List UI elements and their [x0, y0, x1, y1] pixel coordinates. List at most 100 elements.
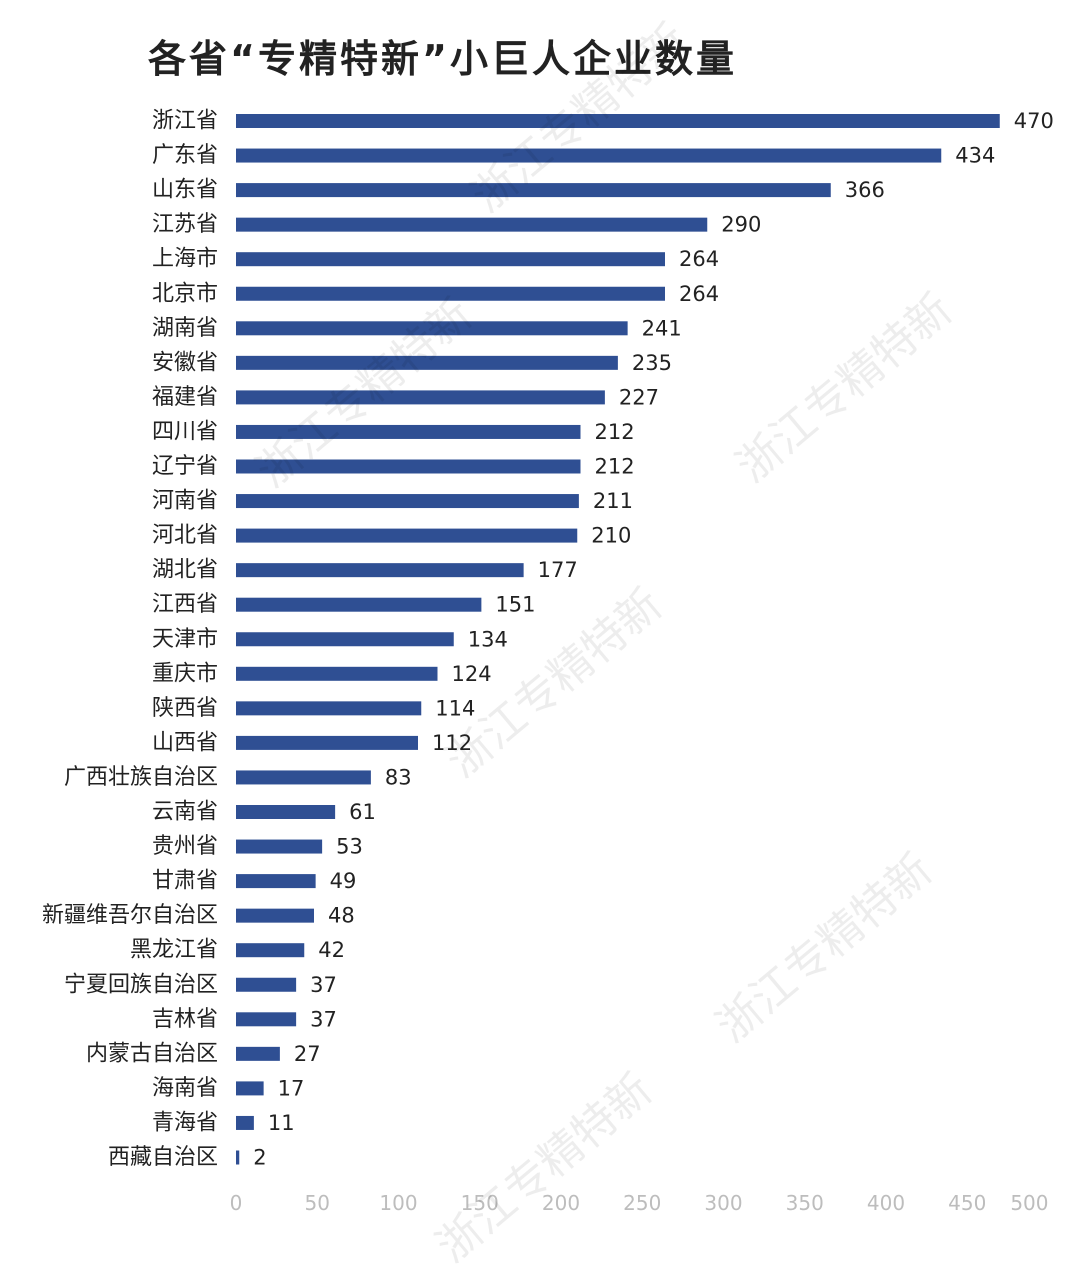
x-tick-label: 500 [1010, 1191, 1048, 1215]
bar-21 [236, 839, 323, 854]
value-label: 27 [294, 1042, 321, 1066]
bars-group [236, 114, 1000, 1165]
bar-6 [236, 321, 628, 336]
value-label: 211 [593, 489, 633, 513]
category-label: 陕西省 [152, 696, 218, 721]
x-tick-label: 50 [305, 1191, 330, 1215]
value-label: 37 [310, 1007, 337, 1031]
bar-11 [236, 494, 579, 509]
category-label: 福建省 [152, 385, 218, 410]
value-label: 290 [721, 213, 761, 237]
category-label: 宁夏回族自治区 [64, 972, 218, 997]
category-label: 海南省 [152, 1076, 218, 1101]
bar-27 [236, 1046, 280, 1061]
x-tick-label: 200 [542, 1191, 580, 1215]
x-tick-label: 0 [230, 1191, 243, 1215]
value-label: 134 [468, 627, 508, 651]
bar-0 [236, 114, 1000, 128]
bar-16 [236, 666, 438, 681]
category-labels-group: 浙江省广东省山东省江苏省上海市北京市湖南省安徽省福建省四川省辽宁省河南省河北省湖… [42, 109, 218, 1171]
value-label: 227 [619, 385, 659, 409]
category-label: 贵州省 [152, 834, 218, 859]
category-label: 山东省 [152, 178, 218, 203]
bar-chart: 浙江省广东省山东省江苏省上海市北京市湖南省安徽省福建省四川省辽宁省河南省河北省湖… [42, 109, 1054, 1216]
value-label: 37 [310, 973, 337, 997]
category-label: 黑龙江省 [130, 938, 218, 963]
bar-14 [236, 597, 482, 612]
value-label: 212 [595, 455, 635, 479]
bar-5 [236, 286, 665, 301]
category-label: 天津市 [152, 627, 218, 652]
value-label: 61 [349, 800, 376, 824]
category-label: 山西省 [152, 730, 218, 755]
bar-3 [236, 217, 708, 232]
value-label: 2 [253, 1146, 266, 1170]
category-label: 江苏省 [152, 212, 218, 237]
category-label: 重庆市 [152, 661, 218, 686]
value-label: 434 [955, 144, 995, 168]
category-label: 内蒙古自治区 [86, 1041, 218, 1066]
category-label: 江西省 [152, 592, 218, 617]
value-label: 49 [330, 869, 357, 893]
bar-13 [236, 563, 524, 578]
category-label: 河南省 [152, 489, 218, 514]
bar-25 [236, 977, 297, 992]
category-label: 广东省 [152, 143, 218, 168]
category-label: 湖南省 [152, 316, 218, 341]
bar-12 [236, 528, 578, 543]
value-label: 235 [632, 351, 672, 375]
category-label: 新疆维吾尔自治区 [42, 903, 218, 928]
category-label: 浙江省 [152, 109, 218, 134]
value-label: 177 [538, 558, 578, 582]
value-label: 470 [1014, 109, 1054, 133]
bar-30 [236, 1150, 240, 1165]
value-label: 112 [432, 731, 472, 755]
category-label: 云南省 [152, 800, 218, 825]
chart-title: 各省“专精特新”小巨人企业数量 [148, 37, 737, 81]
bar-4 [236, 252, 665, 267]
bar-24 [236, 943, 305, 958]
value-label: 83 [385, 765, 412, 789]
value-label: 264 [679, 282, 719, 306]
x-tick-label: 250 [623, 1191, 661, 1215]
category-label: 辽宁省 [152, 454, 218, 479]
value-label: 124 [452, 662, 492, 686]
category-label: 吉林省 [152, 1007, 218, 1032]
category-label: 北京市 [152, 281, 218, 306]
bar-23 [236, 908, 314, 923]
value-label: 42 [318, 938, 345, 962]
bar-9 [236, 424, 581, 439]
value-label: 264 [679, 247, 719, 271]
value-labels-group: 4704343662902642642412352272122122112101… [253, 109, 1054, 1170]
value-label: 48 [328, 904, 355, 928]
bar-10 [236, 459, 581, 474]
bar-7 [236, 355, 618, 370]
category-label: 湖北省 [152, 558, 218, 583]
bar-1 [236, 148, 942, 163]
category-label: 四川省 [152, 419, 218, 444]
x-tick-label: 350 [786, 1191, 824, 1215]
x-tick-label: 300 [704, 1191, 742, 1215]
category-label: 甘肃省 [152, 869, 218, 894]
bar-8 [236, 390, 605, 405]
value-label: 11 [268, 1111, 295, 1135]
category-label: 青海省 [152, 1110, 218, 1135]
bar-17 [236, 701, 422, 716]
x-tick-label: 100 [379, 1191, 417, 1215]
value-label: 17 [278, 1076, 305, 1100]
value-label: 241 [642, 316, 682, 340]
x-axis-ticks-group: 0 50 100 150 200 250 300 350 400 450 500 [230, 1191, 1049, 1215]
value-label: 210 [591, 524, 631, 548]
value-label: 53 [336, 835, 363, 859]
bar-18 [236, 735, 418, 750]
x-tick-label: 450 [948, 1191, 986, 1215]
bar-19 [236, 770, 371, 785]
bar-29 [236, 1115, 254, 1130]
category-label: 安徽省 [152, 350, 218, 375]
value-label: 114 [435, 696, 475, 720]
bar-28 [236, 1081, 264, 1096]
value-label: 212 [595, 420, 635, 444]
bar-20 [236, 805, 336, 819]
category-label: 河北省 [152, 523, 218, 548]
bar-2 [236, 183, 831, 198]
